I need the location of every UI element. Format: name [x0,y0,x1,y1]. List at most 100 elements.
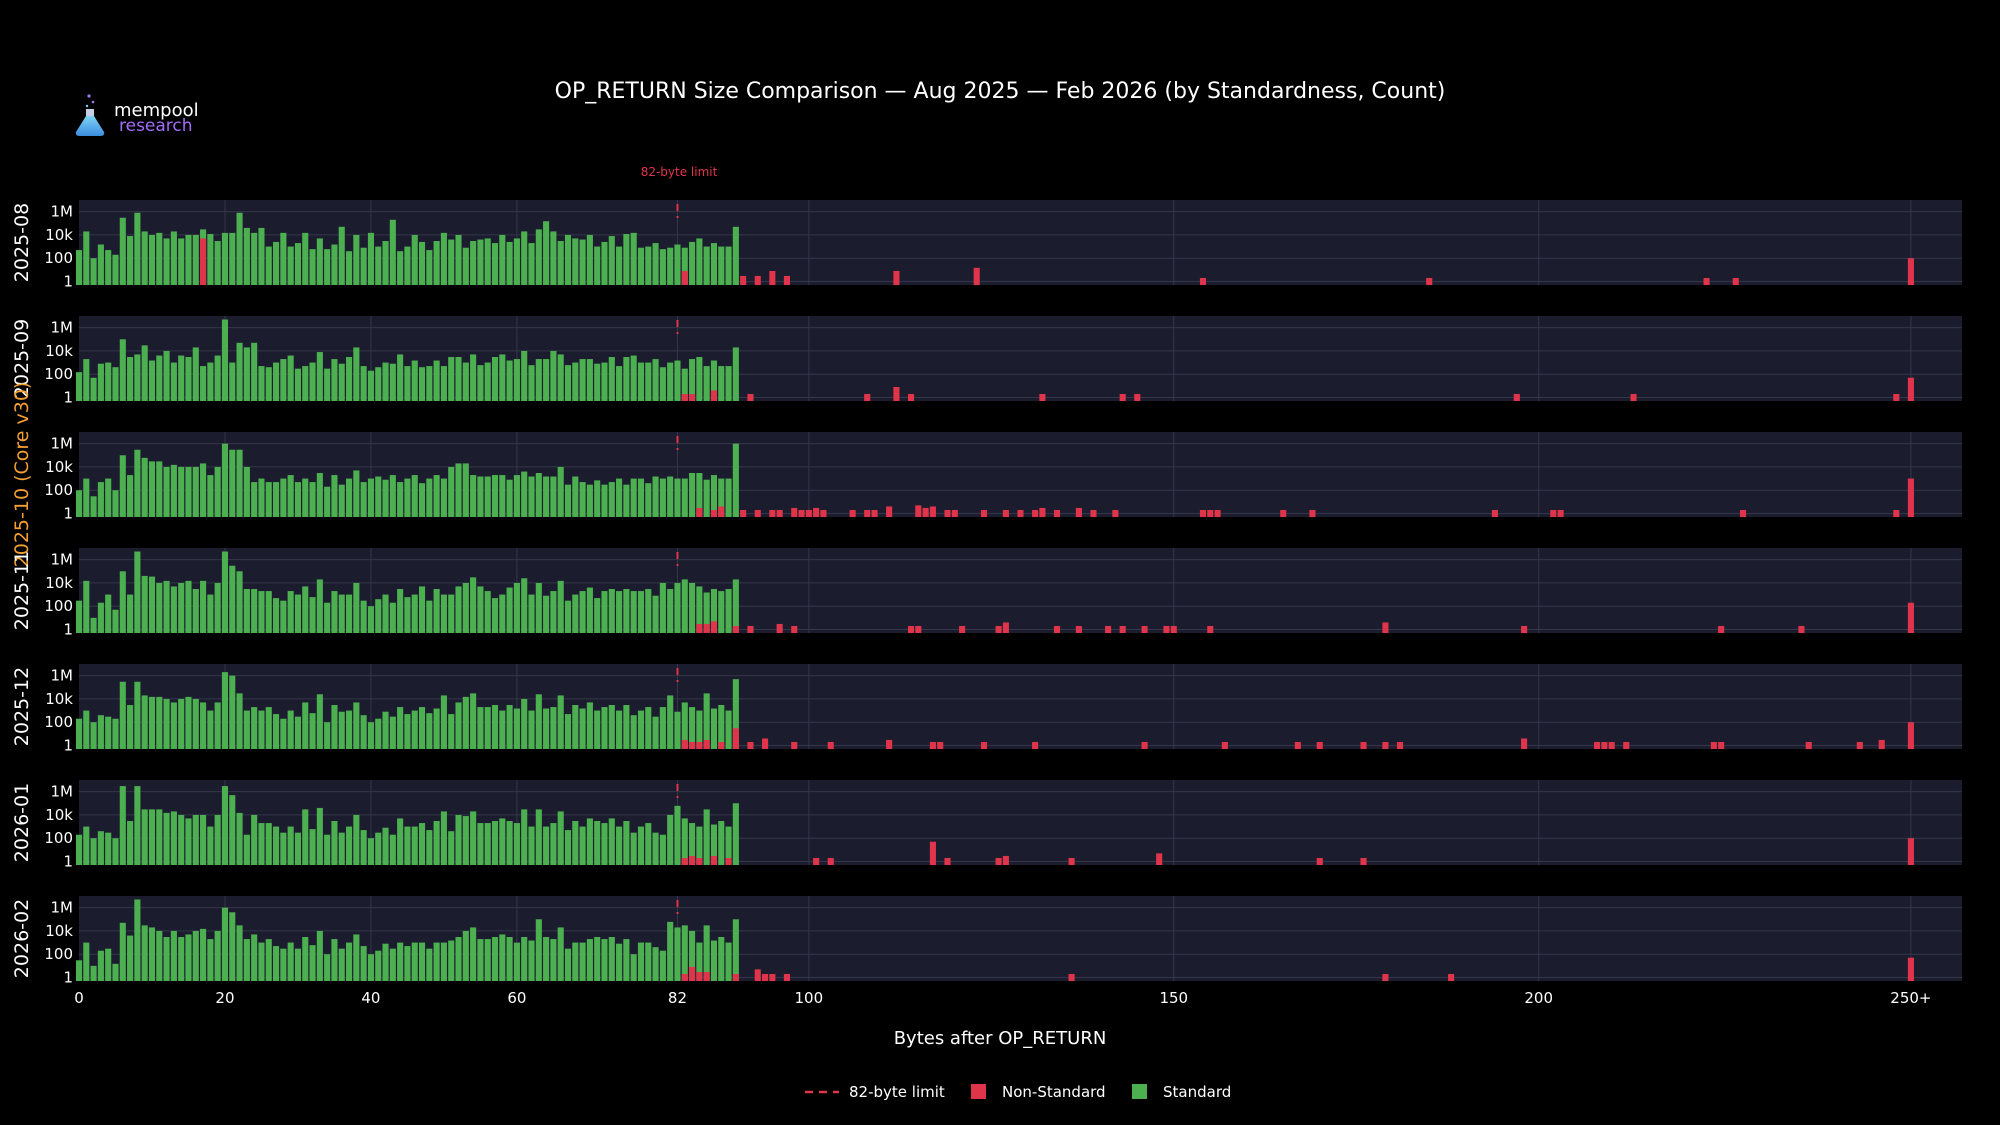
standard-bar [462,696,469,749]
standard-bar [623,589,630,633]
nonstandard-bar [1907,602,1914,633]
standard-bar [718,366,725,401]
nonstandard-bar [1594,741,1601,749]
standard-bar [579,942,586,981]
standard-bar [127,357,134,401]
standard-bar [316,694,323,749]
standard-bar [484,476,491,517]
standard-bar [543,826,550,865]
standard-bar [564,365,572,401]
standard-bar [630,591,637,633]
standard-bar [229,565,236,633]
standard-bar [338,226,345,285]
standard-bar [462,582,469,633]
nonstandard-bar [200,238,207,285]
standard-bar [448,357,455,401]
nonstandard-bar [732,625,739,633]
standard-bar [659,478,666,517]
standard-bar [112,963,119,981]
standard-bar [207,826,214,865]
chart-title: OP_RETURN Size Comparison — Aug 2025 — F… [555,79,1446,104]
standard-bar [83,359,90,401]
standard-bar [127,475,134,517]
standard-bar [382,594,389,633]
standard-bar [294,948,302,981]
standard-bar [397,482,404,517]
standard-bar [141,457,148,517]
standard-bar [543,708,550,749]
nonstandard-bar [696,857,703,865]
standard-bar [345,826,353,865]
standard-bar [105,594,112,633]
standard-bar [360,600,367,633]
standard-bar [302,586,309,633]
standard-bar [732,679,739,749]
standard-bar [360,946,367,981]
y-tick-label: 100 [44,829,73,847]
standard-bar [316,238,323,285]
nonstandard-bar [747,625,754,633]
standard-bar [637,826,645,865]
nonstandard-bar [1053,509,1061,517]
nonstandard-bar [820,509,827,517]
standard-bar [696,586,703,633]
standard-bar [499,354,506,401]
standard-bar [543,595,550,633]
standard-bar [521,231,528,285]
nonstandard-bar [710,509,718,517]
standard-bar [703,366,710,401]
standard-bar [572,942,579,981]
standard-bar [667,814,674,865]
standard-bar [689,823,696,865]
standard-bar [353,814,360,865]
standard-bar [331,359,338,401]
standard-bar [367,232,374,285]
standard-bar [579,359,586,401]
standard-bar [178,582,185,633]
standard-bar [360,715,367,749]
standard-bar [170,231,177,285]
nonstandard-bar [689,855,696,865]
standard-bar [324,834,331,865]
nonstandard-bar [762,738,769,749]
standard-bar [506,587,513,633]
standard-bar [652,476,659,517]
standard-bar [273,482,280,517]
standard-bar [484,238,491,285]
standard-bar [192,814,199,865]
standard-bar [550,350,557,401]
standard-bar [623,821,630,865]
nonstandard-bar [864,509,871,517]
standard-bar [418,367,426,401]
standard-bar [470,927,477,981]
standard-bar [382,479,389,517]
standard-bar [141,695,148,749]
standard-bar [572,594,579,633]
standard-bar [397,707,404,749]
standard-bar [572,238,579,285]
nonstandard-bar [951,509,958,517]
standard-bar [251,589,258,633]
standard-bar [528,826,535,865]
standard-bar [411,360,418,401]
nonstandard-bar [1075,507,1082,517]
standard-bar [280,948,287,981]
nonstandard-bar [980,741,988,749]
nonstandard-bar [1718,741,1725,749]
standard-bar [229,449,236,517]
standard-bar [338,832,345,865]
standard-bar [725,826,732,865]
nonstandard-bar [1907,838,1914,865]
standard-bar [287,710,294,749]
standard-bar [513,582,520,633]
standard-bar [418,586,426,633]
nonstandard-bar [1491,509,1498,517]
standard-bar [280,718,287,749]
standard-bar [251,707,258,749]
standard-bar [652,716,659,749]
standard-bar [265,246,272,285]
nonstandard-bar [703,971,710,981]
standard-bar [156,461,163,517]
standard-bar [294,716,302,749]
standard-bar [353,347,360,401]
